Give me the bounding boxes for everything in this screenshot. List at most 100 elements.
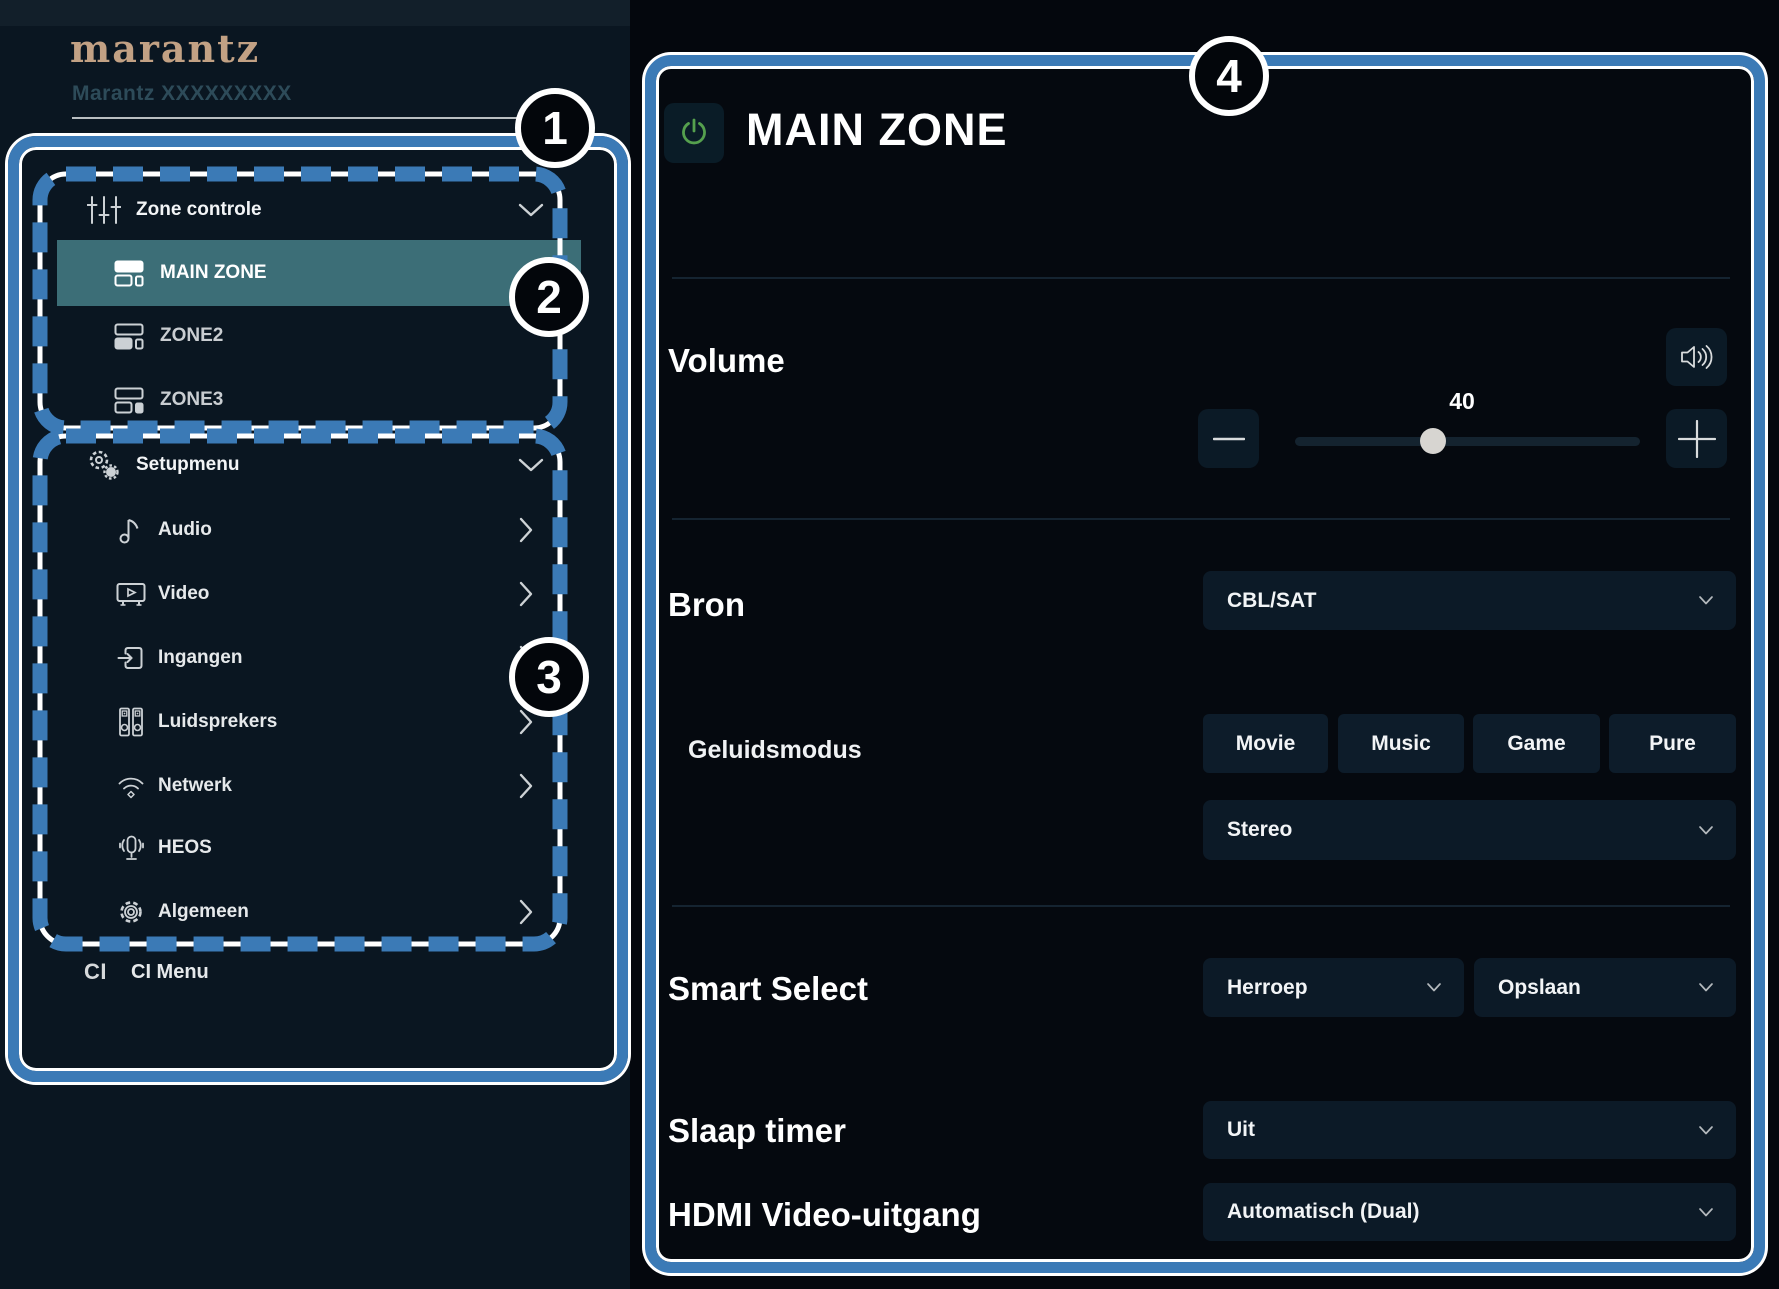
section-divider [672, 905, 1730, 907]
callout-4: 4 [1189, 36, 1269, 116]
volume-value: 40 [1449, 388, 1475, 414]
faders-icon [86, 195, 122, 225]
plus-icon [1677, 419, 1716, 458]
sidebar-header-setup-menu[interactable]: Setupmenu [0, 433, 630, 497]
sidebar-divider [72, 117, 558, 119]
sound-mode-dropdown-value: Stereo [1227, 818, 1293, 841]
annotation-box-setup-menu [32, 428, 568, 952]
section-divider [672, 277, 1730, 279]
section-divider [672, 518, 1730, 520]
smart-select-recall-value: Herroep [1227, 975, 1308, 999]
chevron-down-icon [1698, 1125, 1714, 1136]
sound-mode-label: Geluidsmodus [688, 736, 862, 764]
sleep-timer-label: Slaap timer [668, 1112, 846, 1149]
sound-mode-movie-button[interactable]: Movie [1203, 714, 1328, 773]
chevron-down-icon [518, 202, 544, 218]
device-name: Marantz XXXXXXXXX [72, 82, 292, 105]
sidebar-item-label: Audio [158, 519, 212, 540]
sidebar-item-label: HEOS [158, 837, 212, 858]
smart-select-store-dropdown[interactable]: Opslaan [1474, 958, 1736, 1017]
tv-icon [116, 581, 146, 607]
sidebar-item-heos[interactable]: HEOS [0, 816, 630, 880]
sidebar-item-label: Netwerk [158, 775, 232, 796]
chevron-down-icon [1426, 982, 1442, 993]
wifi-icon [116, 773, 146, 799]
zone2-icon [114, 323, 144, 350]
input-icon [116, 644, 146, 672]
sidebar-item-label: Ingangen [158, 647, 243, 668]
sleep-timer-dropdown[interactable]: Uit [1203, 1101, 1736, 1159]
hdmi-output-dropdown[interactable]: Automatisch (Dual) [1203, 1183, 1736, 1241]
sleep-timer-value: Uit [1227, 1118, 1255, 1141]
sidebar-item-main-zone[interactable]: MAIN ZONE [57, 240, 581, 306]
heos-icon [116, 833, 146, 863]
power-button[interactable] [664, 103, 724, 163]
smart-select-store-value: Opslaan [1498, 975, 1581, 999]
callout-1: 1 [515, 88, 595, 168]
mute-button[interactable] [1666, 328, 1727, 386]
power-icon [682, 118, 706, 145]
sound-mode-dropdown[interactable]: Stereo [1203, 800, 1736, 860]
sidebar-item-zone2[interactable]: ZONE2 [0, 304, 630, 368]
sidebar-item-label: MAIN ZONE [160, 262, 267, 283]
speakers-icon [116, 707, 146, 737]
source-label: Bron [668, 586, 745, 623]
sound-mode-music-button[interactable]: Music [1338, 714, 1464, 773]
chevron-down-icon [1698, 982, 1714, 993]
sidebar-item-label: ZONE3 [160, 389, 224, 410]
sidebar-header-label: Zone controle [136, 199, 262, 220]
chevron-right-icon [518, 773, 534, 799]
volume-down-button[interactable] [1198, 409, 1259, 468]
chevron-right-icon [518, 899, 534, 925]
chevron-right-icon [518, 581, 534, 607]
gears-icon [86, 449, 122, 481]
minus-icon [1212, 437, 1245, 440]
sidebar-item-label: Luidsprekers [158, 711, 278, 732]
sidebar-item-speakers[interactable]: Luidsprekers [0, 690, 630, 754]
callout-3: 3 [509, 637, 589, 717]
hdmi-output-value: Automatisch (Dual) [1227, 1200, 1420, 1223]
speaker-icon [1680, 345, 1712, 369]
sidebar-item-zone3[interactable]: ZONE3 [0, 368, 630, 432]
sidebar-header-label: Setupmenu [136, 454, 240, 475]
volume-slider-handle[interactable] [1420, 428, 1446, 454]
volume-label: Volume [668, 342, 785, 379]
sidebar-item-network[interactable]: Netwerk [0, 754, 630, 818]
chevron-right-icon [518, 709, 534, 735]
sidebar-item-ci-menu[interactable]: CI CI Menu [0, 940, 630, 1004]
sidebar-item-general[interactable]: Algemeen [0, 880, 630, 944]
volume-up-button[interactable] [1666, 409, 1727, 468]
hdmi-output-label: HDMI Video-uitgang [668, 1196, 981, 1233]
marantz-logo: marantz [70, 26, 261, 71]
sidebar-item-video[interactable]: Video [0, 562, 630, 626]
gear-icon [116, 898, 146, 926]
music-note-icon [116, 515, 146, 545]
sidebar-header-zone-control[interactable]: Zone controle [0, 178, 630, 242]
chevron-down-icon [1698, 595, 1714, 606]
main-panel [645, 55, 1765, 1273]
zone-main-icon [114, 260, 144, 287]
source-dropdown-value: CBL/SAT [1227, 588, 1317, 612]
chevron-down-icon [518, 457, 544, 473]
smart-select-recall-dropdown[interactable]: Herroep [1203, 958, 1464, 1017]
sidebar-item-label: ZONE2 [160, 325, 224, 346]
annotation-box-menu [8, 136, 628, 1082]
chevron-down-icon [1698, 825, 1714, 836]
callout-2: 2 [509, 257, 589, 337]
sidebar-item-audio[interactable]: Audio [0, 498, 630, 562]
sidebar-item-label: Algemeen [158, 901, 249, 922]
sidebar-item-label: CI Menu [131, 960, 209, 983]
sidebar-item-label: Video [158, 583, 210, 604]
sidebar-top-strip [0, 0, 630, 26]
ci-icon: CI [84, 959, 107, 984]
source-dropdown[interactable]: CBL/SAT [1203, 571, 1736, 630]
zone3-icon [114, 387, 144, 414]
chevron-right-icon [518, 517, 534, 543]
sound-mode-game-button[interactable]: Game [1473, 714, 1600, 773]
volume-slider-track[interactable] [1295, 437, 1640, 446]
chevron-down-icon [1698, 1207, 1714, 1218]
page-title: MAIN ZONE [746, 104, 1008, 155]
annotation-box-zone-menu [32, 166, 568, 436]
sound-mode-pure-button[interactable]: Pure [1609, 714, 1736, 773]
